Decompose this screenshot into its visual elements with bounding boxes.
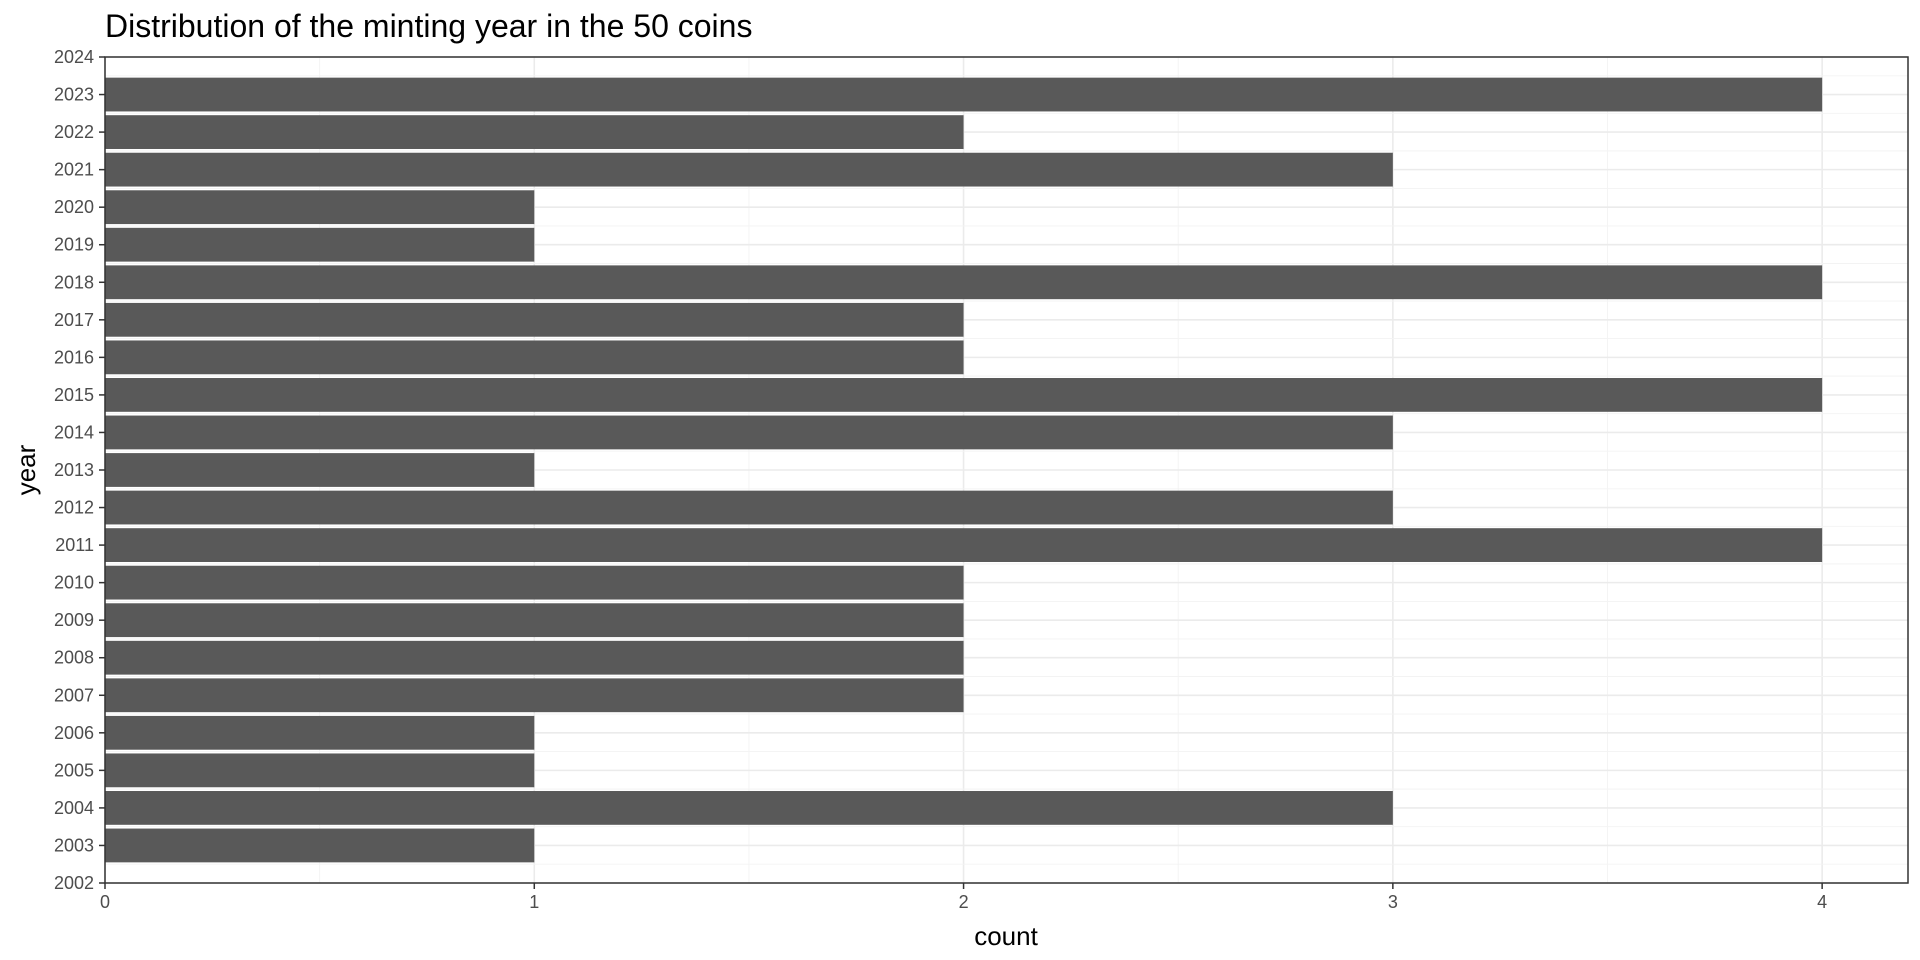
bar-2013: [105, 453, 535, 487]
bar-2003: [105, 828, 535, 863]
y-tick-label: 2010: [54, 573, 94, 593]
y-tick-label: 2013: [54, 460, 94, 480]
y-tick-label: 2008: [54, 648, 94, 668]
y-tick-label: 2022: [54, 122, 94, 142]
bar-2019: [105, 227, 535, 262]
bar-2017: [105, 302, 964, 337]
y-tick-label: 2002: [54, 873, 94, 893]
y-tick-label: 2021: [54, 160, 94, 180]
bar-2011: [105, 528, 1823, 562]
bar-2022: [105, 115, 964, 149]
y-tick-label: 2004: [54, 798, 94, 818]
y-tick-label: 2014: [54, 422, 94, 442]
y-tick-label: 2015: [54, 385, 94, 405]
bar-2010: [105, 565, 964, 600]
bar-2014: [105, 415, 1393, 450]
y-tick-label: 2017: [54, 310, 94, 330]
bar-2009: [105, 603, 964, 638]
y-tick-label: 2005: [54, 760, 94, 780]
x-axis-title: count: [974, 921, 1038, 951]
bars: [105, 77, 1823, 863]
y-tick-label: 2009: [54, 610, 94, 630]
y-axis-title: year: [11, 444, 41, 495]
bar-2021: [105, 152, 1393, 187]
bar-2006: [105, 715, 535, 750]
y-tick-label: 2003: [54, 835, 94, 855]
bar-2007: [105, 678, 964, 713]
bar-2012: [105, 490, 1393, 525]
x-tick-label: 2: [959, 892, 969, 912]
bar-2023: [105, 77, 1823, 112]
y-tick-label: 2023: [54, 85, 94, 105]
y-tick-label: 2012: [54, 498, 94, 518]
y-tick-label: 2018: [54, 272, 94, 292]
y-tick-label: 2024: [54, 47, 94, 67]
bar-2020: [105, 190, 535, 225]
y-tick-label: 2006: [54, 723, 94, 743]
y-tick-label: 2016: [54, 347, 94, 367]
bar-2004: [105, 791, 1393, 825]
bar-2015: [105, 378, 1823, 412]
bar-2018: [105, 265, 1823, 300]
y-tick-label: 2007: [54, 685, 94, 705]
x-tick-label: 0: [100, 892, 110, 912]
bar-2016: [105, 340, 964, 375]
y-tick-label: 2011: [55, 535, 94, 555]
ticks: 0 1 2 3 4 2002 2003 2004 2005 2006 2007 2008 2009 201…: [54, 47, 1827, 912]
x-tick-label: 3: [1388, 892, 1398, 912]
y-tick-label: 2020: [54, 197, 94, 217]
bar-2005: [105, 753, 535, 788]
x-tick-label: 4: [1817, 892, 1827, 912]
chart-title: Distribution of the minting year in the …: [105, 8, 752, 44]
bar-2008: [105, 640, 964, 675]
y-tick-label: 2019: [54, 235, 94, 255]
x-tick-label: 1: [529, 892, 539, 912]
